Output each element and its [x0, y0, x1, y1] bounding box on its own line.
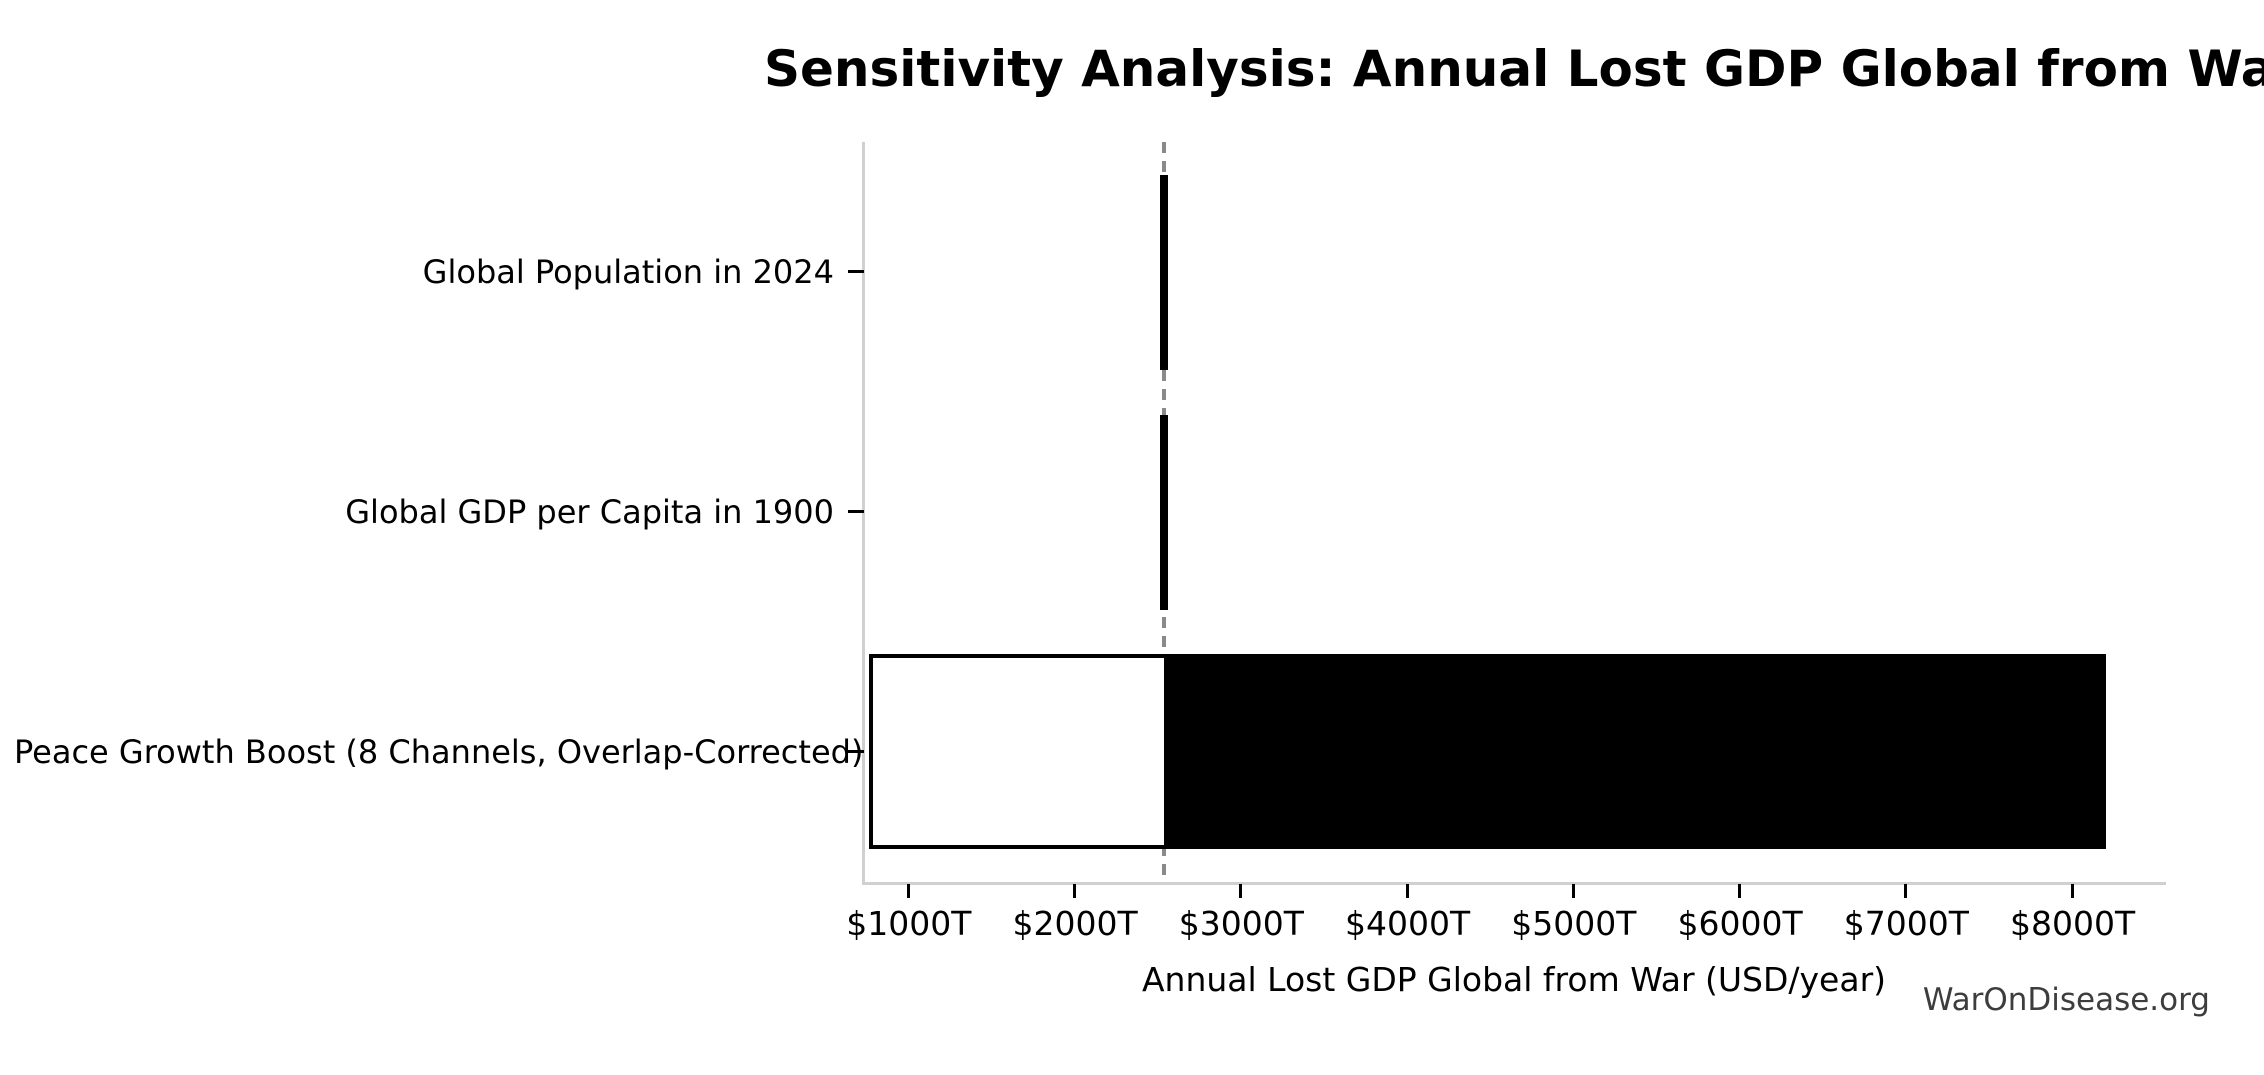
x-tick [1405, 884, 1409, 898]
x-tick [906, 884, 910, 898]
x-tick-label: $2000T [1012, 904, 1138, 943]
bar-fill [1164, 174, 1169, 370]
x-tick [1738, 884, 1742, 898]
y-tick-label: Peace Growth Boost (8 Channels, Overlap-… [14, 732, 864, 771]
x-tick [2070, 884, 2074, 898]
chart-title: Sensitivity Analysis: Annual Lost GDP Gl… [764, 40, 2264, 98]
y-tick [848, 270, 864, 274]
x-tick [1904, 884, 1908, 898]
x-tick [1571, 884, 1575, 898]
y-tick [848, 749, 864, 753]
watermark: WarOnDisease.org [1922, 982, 2210, 1018]
x-tick-label: $1000T [846, 904, 972, 943]
x-tick [1073, 884, 1077, 898]
x-axis-spine [862, 882, 2166, 885]
y-axis-spine [862, 142, 865, 885]
x-axis-label: Annual Lost GDP Global from War (USD/yea… [1141, 960, 1887, 999]
x-tick-label: $6000T [1677, 904, 1803, 943]
x-tick-label: $3000T [1178, 904, 1304, 943]
y-tick-label: Global GDP per Capita in 1900 [345, 493, 834, 531]
x-tick-label: $7000T [1843, 904, 1969, 943]
x-tick [1239, 884, 1243, 898]
y-tick [848, 510, 864, 513]
bar-fill [1164, 414, 1169, 610]
bar-fill [1164, 654, 2106, 850]
x-tick-label: $5000T [1511, 904, 1637, 943]
y-tick-label: Global Population in 2024 [422, 253, 834, 292]
x-tick-label: $4000T [1345, 904, 1471, 943]
x-tick-label: $8000T [2009, 904, 2136, 943]
